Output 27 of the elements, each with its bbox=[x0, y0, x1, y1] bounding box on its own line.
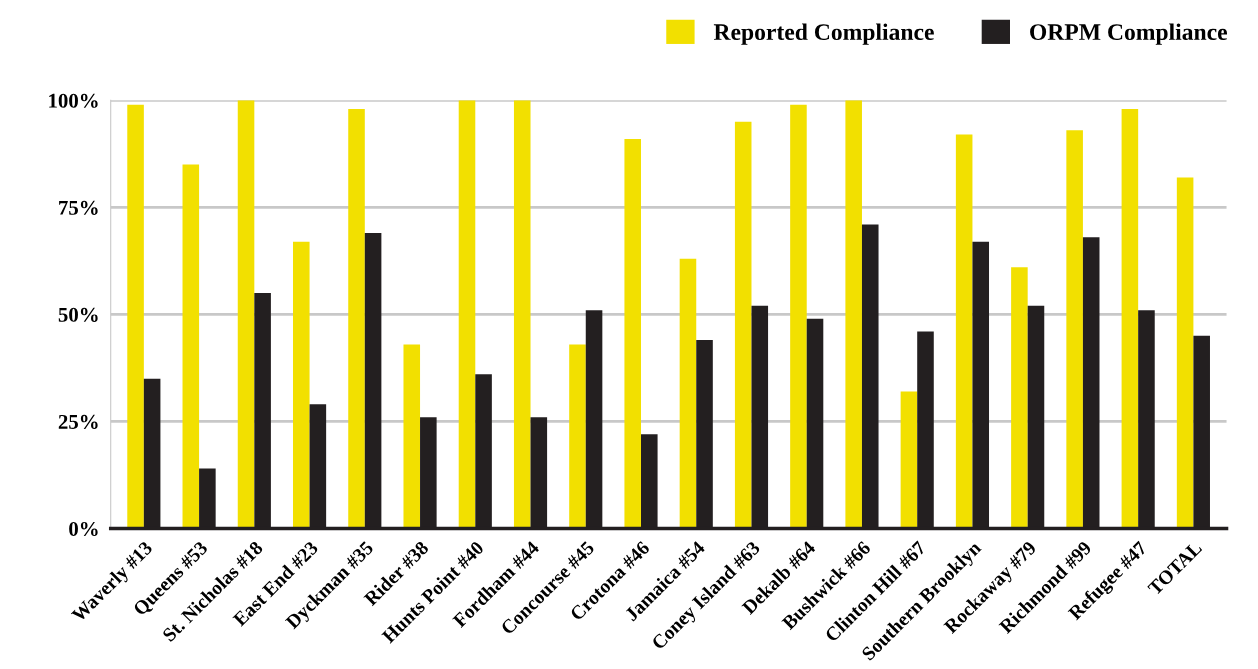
bar bbox=[734, 121, 752, 529]
legend-label: Reported Compliance bbox=[713, 23, 934, 45]
bar bbox=[1176, 177, 1194, 529]
bar bbox=[900, 391, 918, 529]
bar bbox=[403, 344, 421, 529]
bar bbox=[845, 100, 862, 529]
y-tick-label: 100% bbox=[49, 93, 98, 108]
bar bbox=[348, 108, 365, 529]
legend-label: ORPM Compliance bbox=[1030, 23, 1228, 45]
bar bbox=[569, 344, 586, 529]
y-tick-label: 25% bbox=[58, 414, 98, 429]
bar bbox=[182, 164, 200, 529]
bar bbox=[679, 258, 697, 529]
y-tick-label: 75% bbox=[59, 200, 98, 215]
bar bbox=[955, 134, 973, 529]
y-tick-label: 0% bbox=[69, 521, 98, 537]
bar bbox=[1121, 108, 1139, 529]
bar bbox=[513, 100, 531, 529]
bar bbox=[127, 104, 144, 529]
bar bbox=[790, 104, 807, 529]
bar bbox=[1011, 267, 1028, 529]
bar bbox=[237, 100, 255, 529]
bar bbox=[293, 241, 310, 529]
y-tick-label: 50% bbox=[58, 307, 98, 322]
bar bbox=[458, 100, 476, 529]
bar bbox=[1066, 130, 1083, 529]
bar bbox=[624, 138, 642, 529]
